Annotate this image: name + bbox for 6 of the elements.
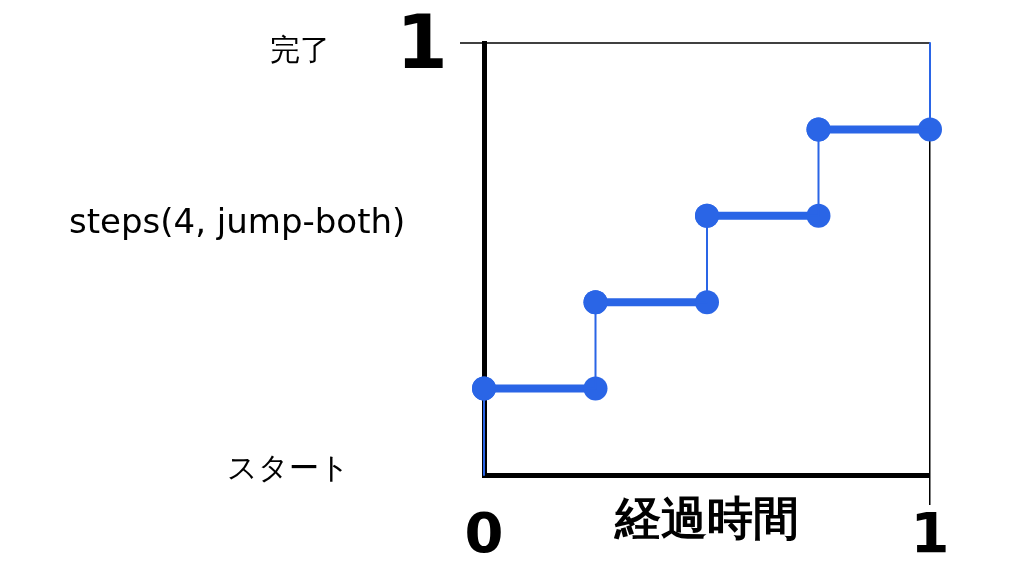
x-tick-label: 0 bbox=[464, 499, 504, 565]
y-axis-title: steps(4, jump-both) bbox=[69, 201, 406, 242]
x-axis-title: 経過時間 bbox=[613, 490, 799, 545]
ref-line-label: 完了 bbox=[270, 31, 330, 67]
text: 1 bbox=[396, 0, 448, 86]
text: スタート bbox=[227, 449, 350, 485]
